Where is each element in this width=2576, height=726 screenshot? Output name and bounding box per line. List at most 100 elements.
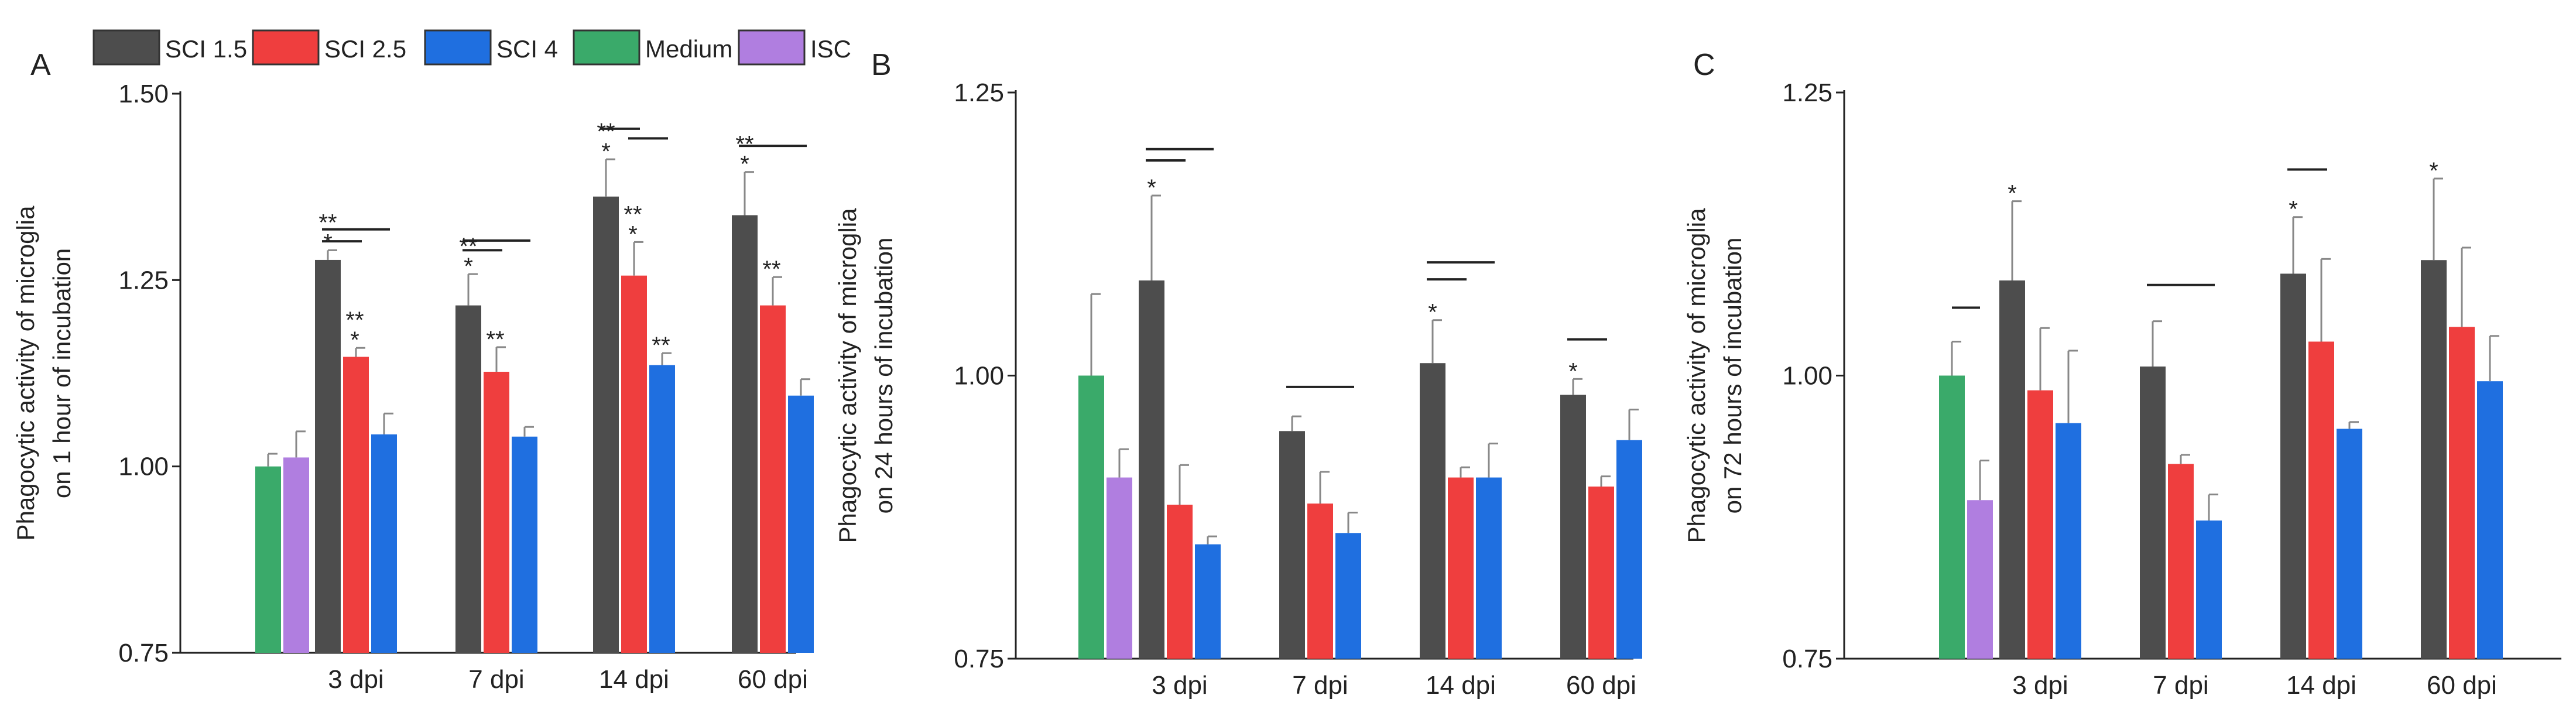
legend-swatch-sci-1-5 [93,29,160,66]
bar-sci-4 [2337,429,2362,659]
bar-sci-1-5 [2140,367,2166,659]
y-axis-label: on 24 hours of incubation [870,238,898,514]
bar-sci-1-5 [593,196,619,653]
significance-mark: * [601,139,611,165]
bar-sci-4 [1476,477,1502,659]
bar-sci-4 [1335,533,1361,659]
y-tick-label: 0.75 [954,645,1004,673]
bar-medium [255,466,281,653]
bar-sci-4 [1195,544,1221,659]
significance-mark: ** [735,132,753,157]
bar-sci-1-5 [2421,260,2447,659]
y-axis-label: Phagocytic activity of microglia [1683,208,1710,543]
y-tick-label: 1.25 [954,78,1004,107]
significance-mark: ** [624,201,642,227]
bar-sci-2-5 [1448,477,1474,659]
x-tick-label: 60 dpi [738,665,808,694]
significance-mark: * [2008,181,2017,207]
panel-b-letter: B [871,48,892,82]
significance-mark: * [1147,175,1156,201]
legend-label: Medium [645,35,732,63]
bar-sci-1-5 [1999,280,2025,659]
bar-sci-2-5 [621,275,647,653]
significance-mark: * [740,152,749,177]
y-axis-label: on 72 hours of incubation [1719,238,1746,514]
legend-label: SCI 2.5 [324,35,406,63]
significance-mark: * [1568,358,1578,384]
significance-mark: * [323,230,333,255]
y-tick-label: 1.00 [118,453,169,481]
x-tick-label: 7 dpi [468,665,524,694]
significance-mark: * [464,254,473,279]
bar-isc [283,457,309,653]
y-tick-label: 1.25 [1782,78,1832,107]
x-tick-label: 7 dpi [2153,671,2208,700]
x-tick-label: 14 dpi [599,665,669,694]
legend-label: SCI 4 [496,35,558,63]
bar-sci-2-5 [2168,464,2194,659]
bar-sci-4 [2056,423,2081,659]
bar-sci-2-5 [1167,504,1193,659]
y-tick-label: 1.25 [118,266,169,294]
bar-sci-1-5 [2280,273,2306,659]
significance-mark: * [350,327,359,353]
significance-mark: * [628,221,638,247]
x-tick-label: 14 dpi [2286,671,2356,700]
panel-a: A 0.75 1.00 1.25 1.50 Phagocytic activity of… [12,48,814,694]
panel-c: C 0.75 1.00 1.25 Phagocytic activity of mic… [1683,48,2561,700]
legend-swatch-isc [738,29,806,66]
bar-sci-2-5 [1588,487,1614,659]
legend-item: Medium [573,29,732,66]
significance-mark: ** [762,256,780,282]
bar-sci-2-5 [2027,390,2053,659]
bar-sci-2-5 [343,357,369,653]
y-tick-label: 1.00 [954,362,1004,391]
x-tick-label: 3 dpi [2012,671,2068,700]
significance-mark: ** [597,119,615,145]
bar-sci-1-5 [1279,431,1305,659]
bar-medium [1078,375,1104,659]
legend-swatch-sci-4 [424,29,492,66]
y-axis-label: Phagocytic activity of microglia [834,208,861,543]
bar-isc [1967,500,1993,659]
bar-medium [1939,375,1965,659]
bar-sci-1-5 [1560,395,1586,659]
bar-sci-4 [2477,381,2503,659]
bar-sci-4 [2196,520,2222,659]
legend: SCI 1.5 SCI 2.5 SCI 4 Medium ISC [93,29,851,66]
significance-mark: * [2429,158,2438,184]
significance-mark: * [1428,300,1437,326]
y-tick-label: 0.75 [118,639,169,667]
significance-mark: ** [345,307,364,333]
bar-sci-2-5 [2308,341,2334,659]
legend-swatch-medium [573,29,640,66]
x-tick-label: 7 dpi [1292,671,1348,700]
y-tick-label: 1.00 [1782,362,1832,391]
x-tick-label: 60 dpi [2427,671,2497,700]
bar-isc [1107,477,1132,659]
bar-sci-1-5 [1420,363,1445,659]
significance-mark: ** [486,327,504,352]
x-tick-label: 14 dpi [1426,671,1496,700]
bar-sci-4 [649,365,675,653]
legend-item: SCI 2.5 [252,29,406,66]
bar-sci-2-5 [484,371,509,653]
bar-sci-1-5 [315,259,341,653]
panel-c-letter: C [1693,48,1715,82]
panel-a-letter: A [30,48,51,82]
panel-b: B 0.75 1.00 1.25 Phagocytic activity of mic… [834,48,1642,700]
bar-sci-4 [371,434,397,653]
bar-sci-4 [512,436,537,653]
legend-label: ISC [810,35,851,63]
bar-sci-2-5 [1307,504,1333,659]
legend-item: SCI 1.5 [93,29,247,66]
legend-item: SCI 4 [424,29,558,66]
legend-item: ISC [738,29,851,66]
bar-sci-2-5 [760,305,786,653]
significance-mark: ** [459,234,477,259]
legend-label: SCI 1.5 [165,35,247,63]
y-tick-label: 1.50 [118,80,169,108]
bar-sci-1-5 [455,305,481,653]
bar-sci-4 [1616,440,1642,659]
